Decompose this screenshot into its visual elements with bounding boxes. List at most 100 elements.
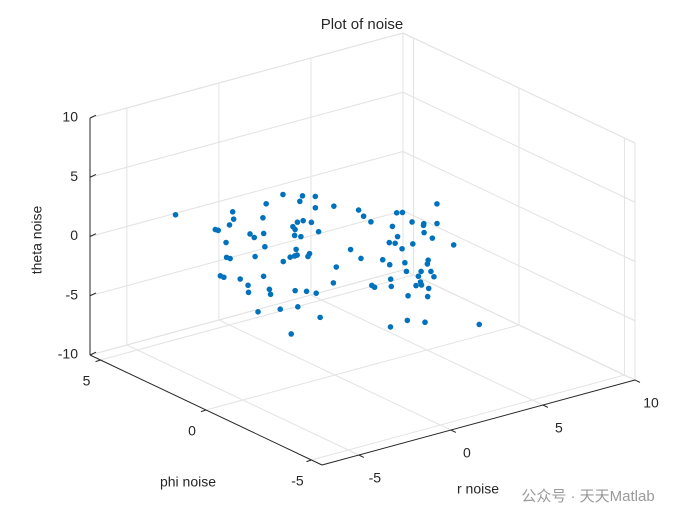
point — [262, 243, 268, 250]
point — [399, 209, 406, 216]
point — [371, 284, 378, 291]
z-tick-label: -10 — [58, 346, 78, 362]
box-edge — [402, 32, 636, 144]
point — [420, 222, 427, 229]
x-tick-label: 0 — [463, 445, 471, 461]
point — [280, 258, 287, 265]
z-tick-label: 0 — [70, 227, 78, 243]
point — [405, 292, 411, 299]
point — [333, 264, 340, 270]
point — [392, 240, 398, 247]
point — [312, 204, 319, 211]
point — [379, 256, 386, 263]
grid-line — [89, 91, 404, 178]
point — [431, 273, 437, 280]
y-tick-label: 0 — [188, 423, 196, 439]
point — [229, 209, 236, 215]
point — [226, 222, 233, 228]
point — [299, 193, 306, 199]
point — [277, 306, 284, 313]
point — [280, 191, 286, 198]
point — [266, 286, 273, 293]
x-axis-label: r noise — [457, 481, 499, 497]
point — [388, 283, 395, 290]
point — [315, 228, 322, 235]
point — [422, 319, 428, 326]
point — [317, 314, 323, 321]
point — [260, 273, 267, 280]
point — [172, 211, 179, 218]
x-tick — [542, 404, 549, 408]
point — [298, 233, 304, 240]
y-axis-label: phi noise — [160, 474, 216, 490]
grid-line — [402, 210, 636, 322]
y-tick-label: -5 — [291, 473, 304, 489]
point — [413, 282, 419, 289]
point — [251, 234, 258, 241]
point — [386, 239, 393, 246]
point — [393, 210, 400, 216]
point — [386, 261, 393, 268]
x-tick-label: -5 — [369, 470, 382, 486]
x-tick — [450, 429, 457, 433]
grid-line — [311, 374, 625, 461]
box-edge — [402, 269, 636, 381]
z-tick — [89, 233, 97, 237]
grid-line — [205, 324, 520, 411]
z-tick — [89, 114, 97, 119]
point — [358, 255, 364, 262]
point — [292, 287, 298, 294]
z-tick — [89, 173, 97, 178]
point — [387, 324, 394, 330]
point — [313, 290, 320, 296]
point — [404, 317, 411, 324]
point — [297, 198, 303, 205]
point — [217, 273, 224, 279]
z-tick-label: 5 — [70, 168, 78, 184]
point — [415, 273, 422, 280]
point — [255, 309, 261, 315]
point — [295, 304, 301, 310]
y-tick — [306, 459, 312, 463]
point — [425, 285, 432, 292]
point — [360, 213, 367, 220]
x-tick-label: 10 — [643, 395, 659, 411]
point — [399, 245, 405, 252]
y-tick — [200, 409, 207, 413]
point — [387, 276, 394, 283]
chart-title: Plot of noise — [321, 16, 404, 33]
point — [389, 223, 396, 230]
x-tick — [358, 454, 365, 458]
point — [247, 231, 253, 237]
point — [292, 226, 298, 233]
point — [347, 246, 354, 253]
grid-line — [100, 274, 414, 361]
point — [267, 291, 274, 298]
z-tick — [89, 292, 97, 297]
point — [300, 217, 306, 224]
point — [212, 226, 219, 233]
watermark: 公众号 · 天天Matlab — [521, 488, 654, 505]
point — [223, 239, 229, 246]
grid-line — [402, 151, 636, 262]
point — [410, 241, 416, 247]
point — [230, 216, 237, 222]
point — [223, 254, 230, 261]
point — [245, 289, 252, 296]
point — [245, 282, 251, 289]
point — [263, 200, 269, 207]
point — [394, 233, 401, 240]
z-tick-label: 10 — [62, 109, 78, 125]
point — [429, 235, 436, 241]
point — [403, 268, 410, 275]
point — [421, 229, 427, 236]
point — [330, 280, 337, 286]
point — [418, 282, 425, 288]
point — [308, 219, 315, 226]
z-tick-label: -5 — [66, 286, 79, 302]
point — [355, 207, 362, 213]
z-axis-label: theta noise — [29, 206, 45, 275]
point — [293, 246, 299, 253]
y-tick — [95, 359, 101, 363]
